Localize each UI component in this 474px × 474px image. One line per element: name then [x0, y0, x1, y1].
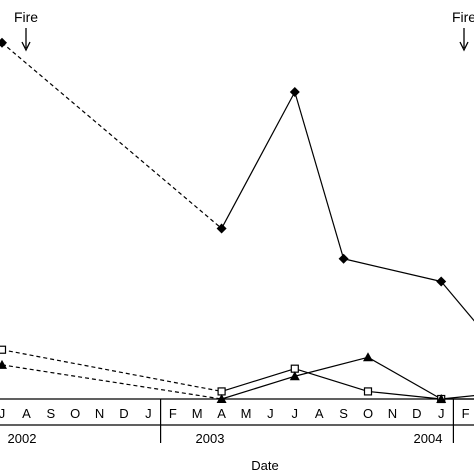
series-segment [1, 364, 222, 400]
month-tick-label: D [119, 406, 128, 421]
year-label: 2004 [414, 431, 443, 446]
series-segment [1, 42, 222, 229]
month-tick-label: A [217, 406, 226, 421]
triangle-marker [363, 352, 373, 362]
diamond-marker [0, 37, 7, 48]
month-tick-label: A [22, 406, 31, 421]
month-tick-label: J [0, 406, 5, 421]
series-segment [367, 390, 442, 400]
month-tick-label: F [169, 406, 177, 421]
month-tick-label: F [462, 406, 470, 421]
year-label: 2002 [8, 431, 37, 446]
series-segment [367, 356, 442, 400]
square-marker [290, 364, 299, 373]
month-tick-label: J [438, 406, 445, 421]
month-tick-label: J [292, 406, 299, 421]
month-tick-label: S [46, 406, 55, 421]
diamond-marker [338, 253, 349, 264]
series-segment [294, 356, 369, 377]
axis-layer [0, 398, 474, 443]
triangle-marker [0, 359, 7, 369]
month-tick-label: D [412, 406, 421, 421]
month-tick-label: J [267, 406, 274, 421]
fire-annotation-label: Fire [452, 9, 474, 25]
series-segment [440, 281, 474, 322]
diamond-marker [436, 276, 447, 287]
diamond-marker [216, 223, 227, 234]
tick-labels: JASONDJFMAMJJASONDJFMAMJJAS200220032004 [0, 406, 470, 446]
month-tick-label: M [192, 406, 203, 421]
square-marker [0, 345, 7, 354]
fire-arrow-head [21, 41, 31, 52]
triangle-marker [289, 371, 300, 381]
triangle-marker [436, 394, 447, 403]
series-segment [343, 258, 442, 283]
x-axis-label: Date [251, 458, 278, 473]
series-markers [0, 37, 447, 404]
triangle-marker [216, 394, 227, 403]
annotations: Fire Fire [14, 9, 474, 52]
month-tick-label: M [241, 406, 252, 421]
fire-annotation-label: Fire [14, 9, 38, 25]
series-segment [1, 349, 222, 393]
month-tick-label: N [95, 406, 104, 421]
series-segment [294, 368, 369, 392]
year-label: 2003 [196, 431, 225, 446]
month-tick-label: O [70, 406, 80, 421]
month-tick-label: O [363, 406, 373, 421]
month-tick-label: A [315, 406, 324, 421]
month-tick-label: S [339, 406, 348, 421]
fire-arrow-head [459, 41, 469, 52]
diamond-marker [289, 87, 300, 98]
series-segment [221, 91, 296, 229]
series-segment [221, 368, 295, 392]
series-segment [294, 91, 345, 259]
month-tick-label: N [388, 406, 397, 421]
month-tick-label: J [145, 406, 152, 421]
series-lines [1, 42, 474, 400]
series-segment [221, 375, 295, 400]
square-marker [217, 387, 226, 396]
series-segment [441, 395, 474, 400]
square-marker [363, 387, 373, 396]
